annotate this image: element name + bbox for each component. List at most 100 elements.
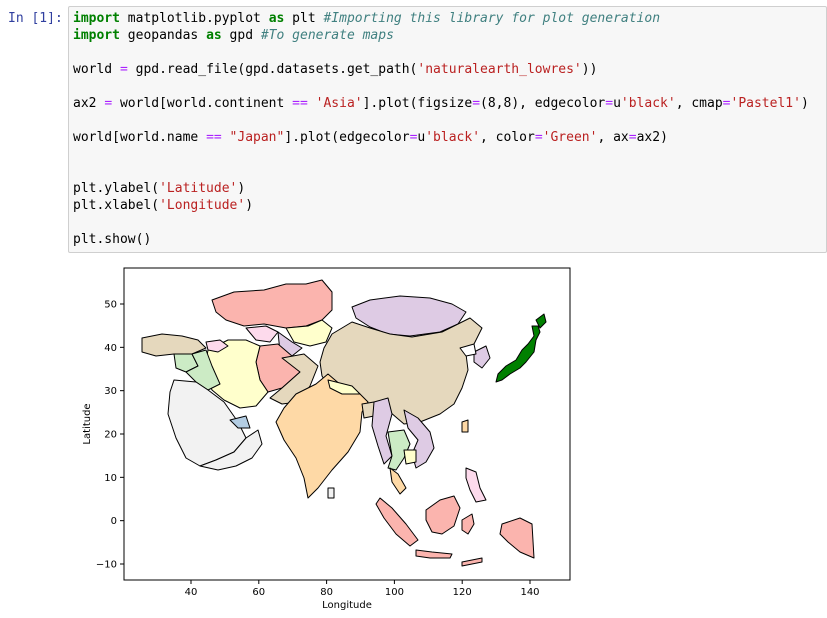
code-token: matplotlib.pyplot [119, 11, 269, 26]
region-kyrgyz [285, 319, 333, 347]
code-token: ) [245, 198, 254, 213]
region-japan [495, 313, 547, 383]
code-token: geopandas [119, 28, 207, 43]
code-line[interactable]: ​ [73, 214, 809, 231]
code-line[interactable]: plt.xlabel('Longitude') [73, 197, 809, 214]
code-token: as [206, 28, 222, 43]
code-token: ax2) [636, 130, 668, 145]
code-token: , color [480, 130, 535, 145]
region-kazakhstan [211, 279, 333, 329]
x-tick-label: 80 [320, 587, 333, 598]
region-taiwan [461, 419, 469, 433]
region-yemen-oman [199, 429, 263, 471]
region-thailand [387, 429, 411, 471]
y-tick-label: −10 [96, 560, 117, 571]
region-uzbekistan [245, 325, 279, 343]
y-tick-label: 50 [104, 300, 117, 311]
code-token: , cmap [675, 96, 723, 111]
x-tick-label: 140 [520, 587, 539, 598]
y-tick-label: 20 [104, 430, 117, 441]
region-korea [473, 345, 491, 369]
region-laos-vietnam [403, 409, 435, 469]
code-token: #To generate maps [260, 28, 394, 43]
code-token: == [292, 96, 308, 111]
cell-prompt: In [1]: [8, 11, 63, 26]
code-token: = [605, 96, 614, 111]
region-sumatra [375, 497, 419, 547]
code-line[interactable]: ax2 = world[world.continent == 'Asia'].p… [73, 95, 809, 112]
plot-frame [123, 267, 571, 581]
code-token: , ax [597, 130, 629, 145]
code-line[interactable]: ​ [73, 78, 809, 95]
code-token: world[world.name [73, 130, 207, 145]
code-token: (8,8), edgecolor [480, 96, 606, 111]
code-token: ].plot(figsize [362, 96, 473, 111]
code-token: )) [581, 62, 598, 77]
y-axis-ticks: 50 40 30 20 10 0 −10 [96, 300, 124, 571]
code-token: "Japan" [229, 130, 285, 145]
code-token: = [534, 130, 543, 145]
code-token: = [104, 96, 113, 111]
code-token: world [73, 62, 120, 77]
code-token: == [206, 130, 222, 145]
code-token: = [722, 96, 731, 111]
code-token: 'Green' [542, 130, 598, 145]
code-line[interactable]: plt.ylabel('Latitude') [73, 180, 809, 197]
code-token: gpd [221, 28, 261, 43]
code-token: = [472, 96, 481, 111]
code-token: 'Latitude' [159, 181, 238, 196]
code-line[interactable]: import geopandas as gpd #To generate map… [73, 27, 809, 44]
code-token: 'black' [425, 130, 481, 145]
code-token: plt.xlabel( [73, 198, 160, 213]
code-line[interactable]: ​ [73, 44, 809, 61]
code-token: gpd.read_file(gpd.datasets.get_path( [127, 62, 418, 77]
region-timor [461, 557, 483, 567]
code-line[interactable]: import matplotlib.pyplot as plt #Importi… [73, 10, 809, 27]
region-sulawesi [461, 513, 475, 535]
x-tick-label: 120 [453, 587, 472, 598]
y-tick-label: 10 [104, 473, 117, 484]
code-editor[interactable]: import matplotlib.pyplot as plt #Importi… [73, 10, 809, 248]
code-token: #Importing this library for plot generat… [323, 11, 661, 26]
cell-output: 40 60 80 100 120 140 50 40 30 20 10 0 −10 Longitude… [70, 262, 590, 618]
code-token: plt.show() [73, 232, 152, 247]
code-token: 'Asia' [315, 96, 363, 111]
code-token: ) [800, 96, 809, 111]
code-token: = [409, 130, 418, 145]
code-line[interactable]: ​ [73, 163, 809, 180]
region-java [415, 549, 453, 559]
code-token: = [119, 62, 128, 77]
code-line[interactable]: plt.show() [73, 231, 809, 248]
code-token: import [73, 28, 120, 43]
code-cell-input[interactable] [68, 6, 827, 253]
region-cambodia [403, 449, 417, 465]
code-token: as [268, 11, 285, 26]
x-axis-label: Longitude [322, 600, 372, 611]
code-token: 'naturalearth_lowres' [417, 62, 582, 77]
y-tick-label: 30 [104, 386, 117, 397]
code-token: world[world.continent [112, 96, 293, 111]
y-tick-label: 0 [111, 516, 117, 527]
code-line[interactable]: ​ [73, 146, 809, 163]
code-token: ) [237, 181, 246, 196]
region-borneo [425, 495, 461, 535]
region-north-korea [459, 343, 477, 357]
region-new-guinea [499, 517, 535, 559]
x-tick-label: 60 [252, 587, 265, 598]
code-token [222, 130, 230, 145]
region-uae [229, 415, 251, 429]
code-token: ax2 [73, 96, 105, 111]
code-token [308, 96, 316, 111]
code-token: plt [284, 11, 324, 26]
code-line[interactable]: ​ [73, 112, 809, 129]
x-axis-ticks: 40 60 80 100 120 140 [185, 580, 540, 598]
code-token: = [628, 130, 637, 145]
code-token: u [613, 96, 621, 111]
y-axis-label: Latitude [82, 403, 93, 444]
code-line[interactable]: world = gpd.read_file(gpd.datasets.get_p… [73, 61, 809, 78]
code-token: 'black' [620, 96, 676, 111]
code-line[interactable]: world[world.name == "Japan"].plot(edgeco… [73, 129, 809, 146]
code-token: import [73, 11, 120, 26]
code-token: 'Pastel1' [730, 96, 801, 111]
code-token: plt.ylabel( [73, 181, 160, 196]
